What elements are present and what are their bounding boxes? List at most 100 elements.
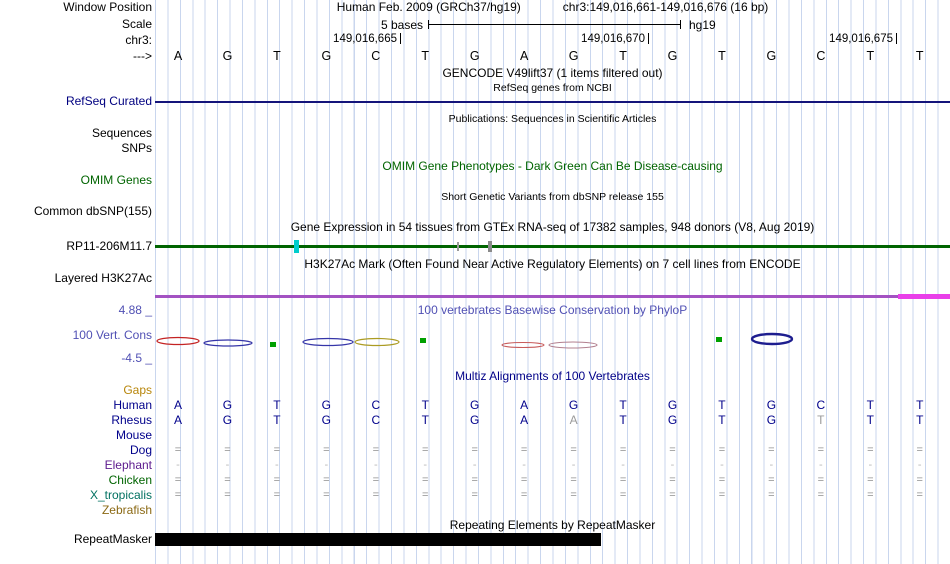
alignment-cell-dog: = (817, 444, 825, 456)
sequence-base: T (866, 49, 875, 63)
track-label-repeatmasker[interactable]: RepeatMasker (73, 532, 152, 546)
conservation-glyph (354, 337, 400, 347)
alignment-cell-human: T (273, 398, 281, 412)
alignment-cell-dog: = (768, 444, 775, 456)
alignment-cell-human: G (667, 398, 678, 412)
alignment-cell-dog: = (570, 444, 577, 456)
alignment-cell-elephant: - (522, 459, 526, 471)
gtex-expression-tick[interactable] (294, 240, 299, 253)
scale-bar (428, 20, 681, 29)
phylop-max-value: 4.88 _ (118, 303, 152, 317)
track-label-sequences[interactable]: Sequences (91, 126, 152, 140)
h3k27ac-bright-segment[interactable] (898, 294, 950, 299)
alignment-cell-x_tropicalis: = (817, 489, 825, 501)
alignment-cell-x_tropicalis: = (867, 489, 874, 501)
alignment-cell-elephant: - (917, 459, 922, 471)
alignment-cell-rhesus: G (470, 413, 480, 427)
track-label-dog[interactable]: Dog (129, 443, 152, 457)
alignment-cell-human: T (916, 398, 924, 412)
track-label-rhesus[interactable]: Rhesus (111, 413, 152, 427)
track-label-omim-genes[interactable]: OMIM Genes (80, 173, 152, 187)
alignment-cell-human: G (470, 398, 480, 412)
track-label-x-tropicalis[interactable]: X_tropicalis (89, 488, 152, 502)
alignment-cell-chicken: = (422, 474, 429, 486)
gtex-gene-track[interactable] (155, 245, 950, 248)
alignment-cell-elephant: - (275, 459, 279, 471)
alignment-cell-rhesus: G (321, 413, 332, 427)
alignment-cell-elephant: - (423, 459, 428, 471)
alignment-cell-elephant: - (571, 459, 576, 471)
sequence-base: T (421, 49, 430, 63)
track-label-common-dbsnp[interactable]: Common dbSNP(155) (33, 204, 152, 218)
alignment-cell-rhesus: G (766, 413, 777, 427)
track-label-gaps[interactable]: Gaps (123, 383, 152, 397)
gtex-expression-tick[interactable] (488, 241, 492, 252)
scale-assembly-label: hg19 (689, 18, 716, 32)
alignment-cell-chicken: = (570, 474, 577, 486)
sequence-base: T (619, 49, 627, 63)
scale-bar-left-end (428, 20, 429, 29)
gtex-expression-tick[interactable] (457, 242, 459, 251)
alignment-cell-chicken: = (520, 474, 528, 486)
scale-bar-line (428, 24, 681, 25)
sequence-base: G (568, 49, 579, 63)
track-label-human[interactable]: Human (113, 398, 152, 412)
sequence-base: C (371, 49, 381, 63)
track-label-chicken[interactable]: Chicken (108, 473, 152, 487)
alignment-cell-x_tropicalis: = (224, 489, 231, 501)
alignment-cell-dog: = (520, 444, 528, 456)
refseq-curated-track[interactable] (155, 101, 950, 103)
conservation-glyph (716, 337, 722, 342)
alignment-cell-human: T (866, 398, 874, 412)
base-position-gridlines (155, 0, 950, 564)
alignment-cell-rhesus: T (273, 413, 281, 427)
alignment-cell-chicken: = (224, 474, 231, 486)
alignment-cell-human: T (421, 398, 429, 412)
alignment-cell-x_tropicalis: = (422, 489, 429, 501)
sequence-base: G (321, 49, 332, 63)
track-label-vert-cons[interactable]: 100 Vert. Cons (72, 328, 152, 342)
alignment-cell-x_tropicalis: = (372, 489, 380, 501)
alignment-cell-human: G (321, 398, 332, 412)
h3k27ac-track-title: H3K27Ac Mark (Often Found Near Active Re… (304, 257, 801, 271)
alignment-cell-human: G (222, 398, 233, 412)
refseq-track-title: RefSeq genes from NCBI (493, 82, 612, 94)
sequence-base: G (469, 49, 480, 63)
alignment-cell-x_tropicalis: = (273, 489, 281, 501)
track-label-zebrafish[interactable]: Zebrafish (101, 503, 152, 517)
track-label-refseq-curated[interactable]: RefSeq Curated (65, 94, 152, 108)
track-label-layered-h3k27ac[interactable]: Layered H3K27Ac (54, 271, 152, 285)
strand-direction-label: ---> (133, 49, 152, 63)
alignment-cell-human: A (173, 398, 182, 412)
repeatmasker-element[interactable] (155, 533, 601, 546)
alignment-cell-x_tropicalis: = (718, 489, 726, 501)
track-label-gtex-gene[interactable]: RP11-206M11.7 (66, 239, 152, 253)
alignment-cell-dog: = (422, 444, 429, 456)
alignment-cell-rhesus: T (866, 413, 874, 427)
alignment-cell-dog: = (867, 444, 874, 456)
track-label-snps[interactable]: SNPs (121, 141, 152, 155)
alignment-cell-elephant: - (769, 459, 774, 471)
alignment-cell-chicken: = (768, 474, 775, 486)
assembly-name: Human Feb. 2009 (GRCh37/hg19) (336, 0, 521, 14)
alignment-cell-rhesus: A (173, 413, 182, 427)
alignment-cell-dog: = (372, 444, 380, 456)
sequence-base: T (915, 49, 924, 63)
alignment-cell-x_tropicalis: = (916, 489, 923, 501)
conservation-glyph (420, 338, 426, 343)
alignment-cell-elephant: - (819, 459, 823, 471)
phylop-track-title: 100 vertebrates Basewise Conservation by… (417, 303, 688, 317)
alignment-cell-dog: = (273, 444, 281, 456)
track-label-mouse[interactable]: Mouse (115, 428, 152, 442)
conservation-track[interactable] (155, 330, 950, 354)
alignment-cell-dog: = (669, 444, 676, 456)
coordinate-label: 149,016,675 (829, 33, 893, 45)
alignment-cell-chicken: = (174, 474, 182, 486)
track-label-elephant[interactable]: Elephant (104, 458, 152, 472)
alignment-cell-human: A (520, 398, 529, 412)
h3k27ac-track[interactable] (155, 295, 950, 298)
alignment-cell-human: G (766, 398, 777, 412)
phylop-min-value: -4.5 _ (121, 351, 152, 365)
